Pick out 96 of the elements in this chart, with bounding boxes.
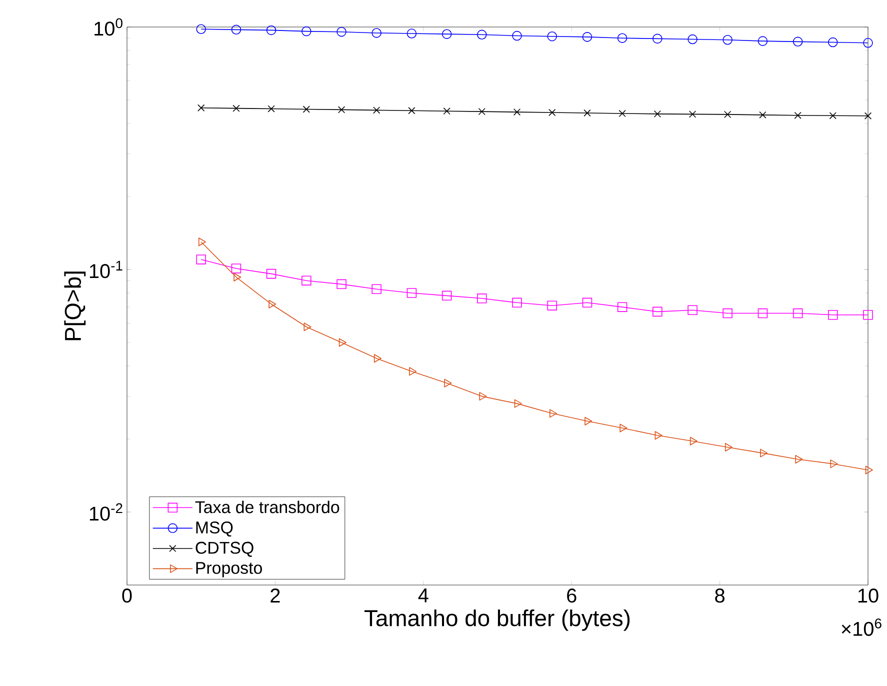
- point: [198, 238, 206, 246]
- point: [476, 30, 487, 40]
- point: [549, 409, 557, 418]
- point: [373, 106, 380, 114]
- point: [688, 305, 698, 316]
- point: [690, 436, 698, 446]
- point: [266, 25, 276, 36]
- point: [759, 111, 766, 118]
- point: [547, 300, 557, 310]
- point: [794, 112, 802, 119]
- legend-label: Taxa de transbordo: [195, 500, 340, 514]
- point: [652, 306, 662, 317]
- point: [828, 310, 838, 320]
- point: [830, 460, 838, 468]
- point: [231, 264, 242, 274]
- point: [443, 108, 450, 115]
- point: [302, 26, 312, 36]
- point: [234, 272, 242, 282]
- point: [304, 322, 312, 332]
- point: [722, 308, 732, 318]
- point: [476, 294, 487, 304]
- point: [196, 24, 206, 34]
- point: [582, 298, 592, 308]
- point: [302, 106, 310, 113]
- y-tick-label: 10$^{-1}$: [90, 260, 122, 278]
- x-tick-label: 8: [715, 588, 724, 603]
- point: [406, 28, 417, 38]
- x-tick-label: 6: [567, 588, 576, 603]
- x-tick-label: 2: [270, 588, 280, 602]
- point: [406, 288, 417, 298]
- point: [372, 28, 382, 38]
- point: [374, 354, 382, 363]
- point: [442, 29, 452, 39]
- point: [479, 392, 487, 401]
- y-tick-label: 10$^{0}$: [94, 18, 122, 36]
- legend-label: Proposto: [196, 562, 262, 578]
- x-axis-title: Tamanho do buffer (bytes): [364, 609, 630, 631]
- point: [828, 37, 838, 48]
- y-tick-label: 10$^{-2}$: [90, 503, 122, 521]
- point: [266, 268, 276, 279]
- point: [231, 24, 242, 35]
- point: [688, 34, 698, 44]
- point: [724, 442, 732, 452]
- point: [654, 110, 661, 118]
- point: [336, 279, 346, 290]
- point: [758, 36, 768, 46]
- x-tick-label: 10: [858, 588, 878, 603]
- point: [268, 105, 275, 112]
- point: [758, 308, 768, 318]
- point: [792, 308, 803, 318]
- point: [338, 338, 346, 347]
- text: ×10$^{6}$: [842, 618, 882, 636]
- y-axis-title: P[Q>b]: [64, 272, 86, 340]
- point: [620, 424, 628, 432]
- point: [688, 110, 696, 118]
- point: [829, 112, 836, 120]
- legend-label: MSQ: [196, 522, 233, 537]
- point: [795, 454, 803, 464]
- point: [409, 367, 417, 376]
- point: [198, 104, 205, 112]
- point: [722, 34, 732, 45]
- point: [232, 104, 240, 112]
- point: [336, 26, 346, 37]
- point: [724, 110, 732, 118]
- point: [584, 109, 591, 117]
- point: [372, 284, 382, 294]
- point: [864, 112, 872, 120]
- point: [268, 300, 276, 308]
- point: [442, 290, 452, 301]
- point: [863, 310, 873, 320]
- x-tick-label: 4: [418, 588, 428, 602]
- point: [514, 399, 522, 408]
- point: [760, 448, 768, 458]
- point: [792, 36, 803, 47]
- x-tick-label: 0: [122, 588, 132, 603]
- point: [618, 110, 626, 118]
- point: [196, 254, 206, 264]
- point: [547, 31, 557, 42]
- point: [617, 33, 628, 43]
- point: [617, 302, 628, 312]
- point: [444, 378, 452, 388]
- point: [584, 416, 592, 426]
- point: [865, 466, 873, 474]
- point: [512, 30, 522, 41]
- point: [512, 298, 522, 308]
- legend-label: CDTSQ: [196, 542, 254, 557]
- point: [654, 431, 662, 440]
- point: [652, 34, 662, 44]
- point: [302, 276, 312, 286]
- point: [478, 108, 486, 116]
- point: [338, 106, 346, 114]
- point: [548, 108, 556, 116]
- point: [582, 32, 592, 42]
- point: [513, 108, 521, 116]
- point: [863, 38, 873, 48]
- point: [408, 107, 416, 114]
